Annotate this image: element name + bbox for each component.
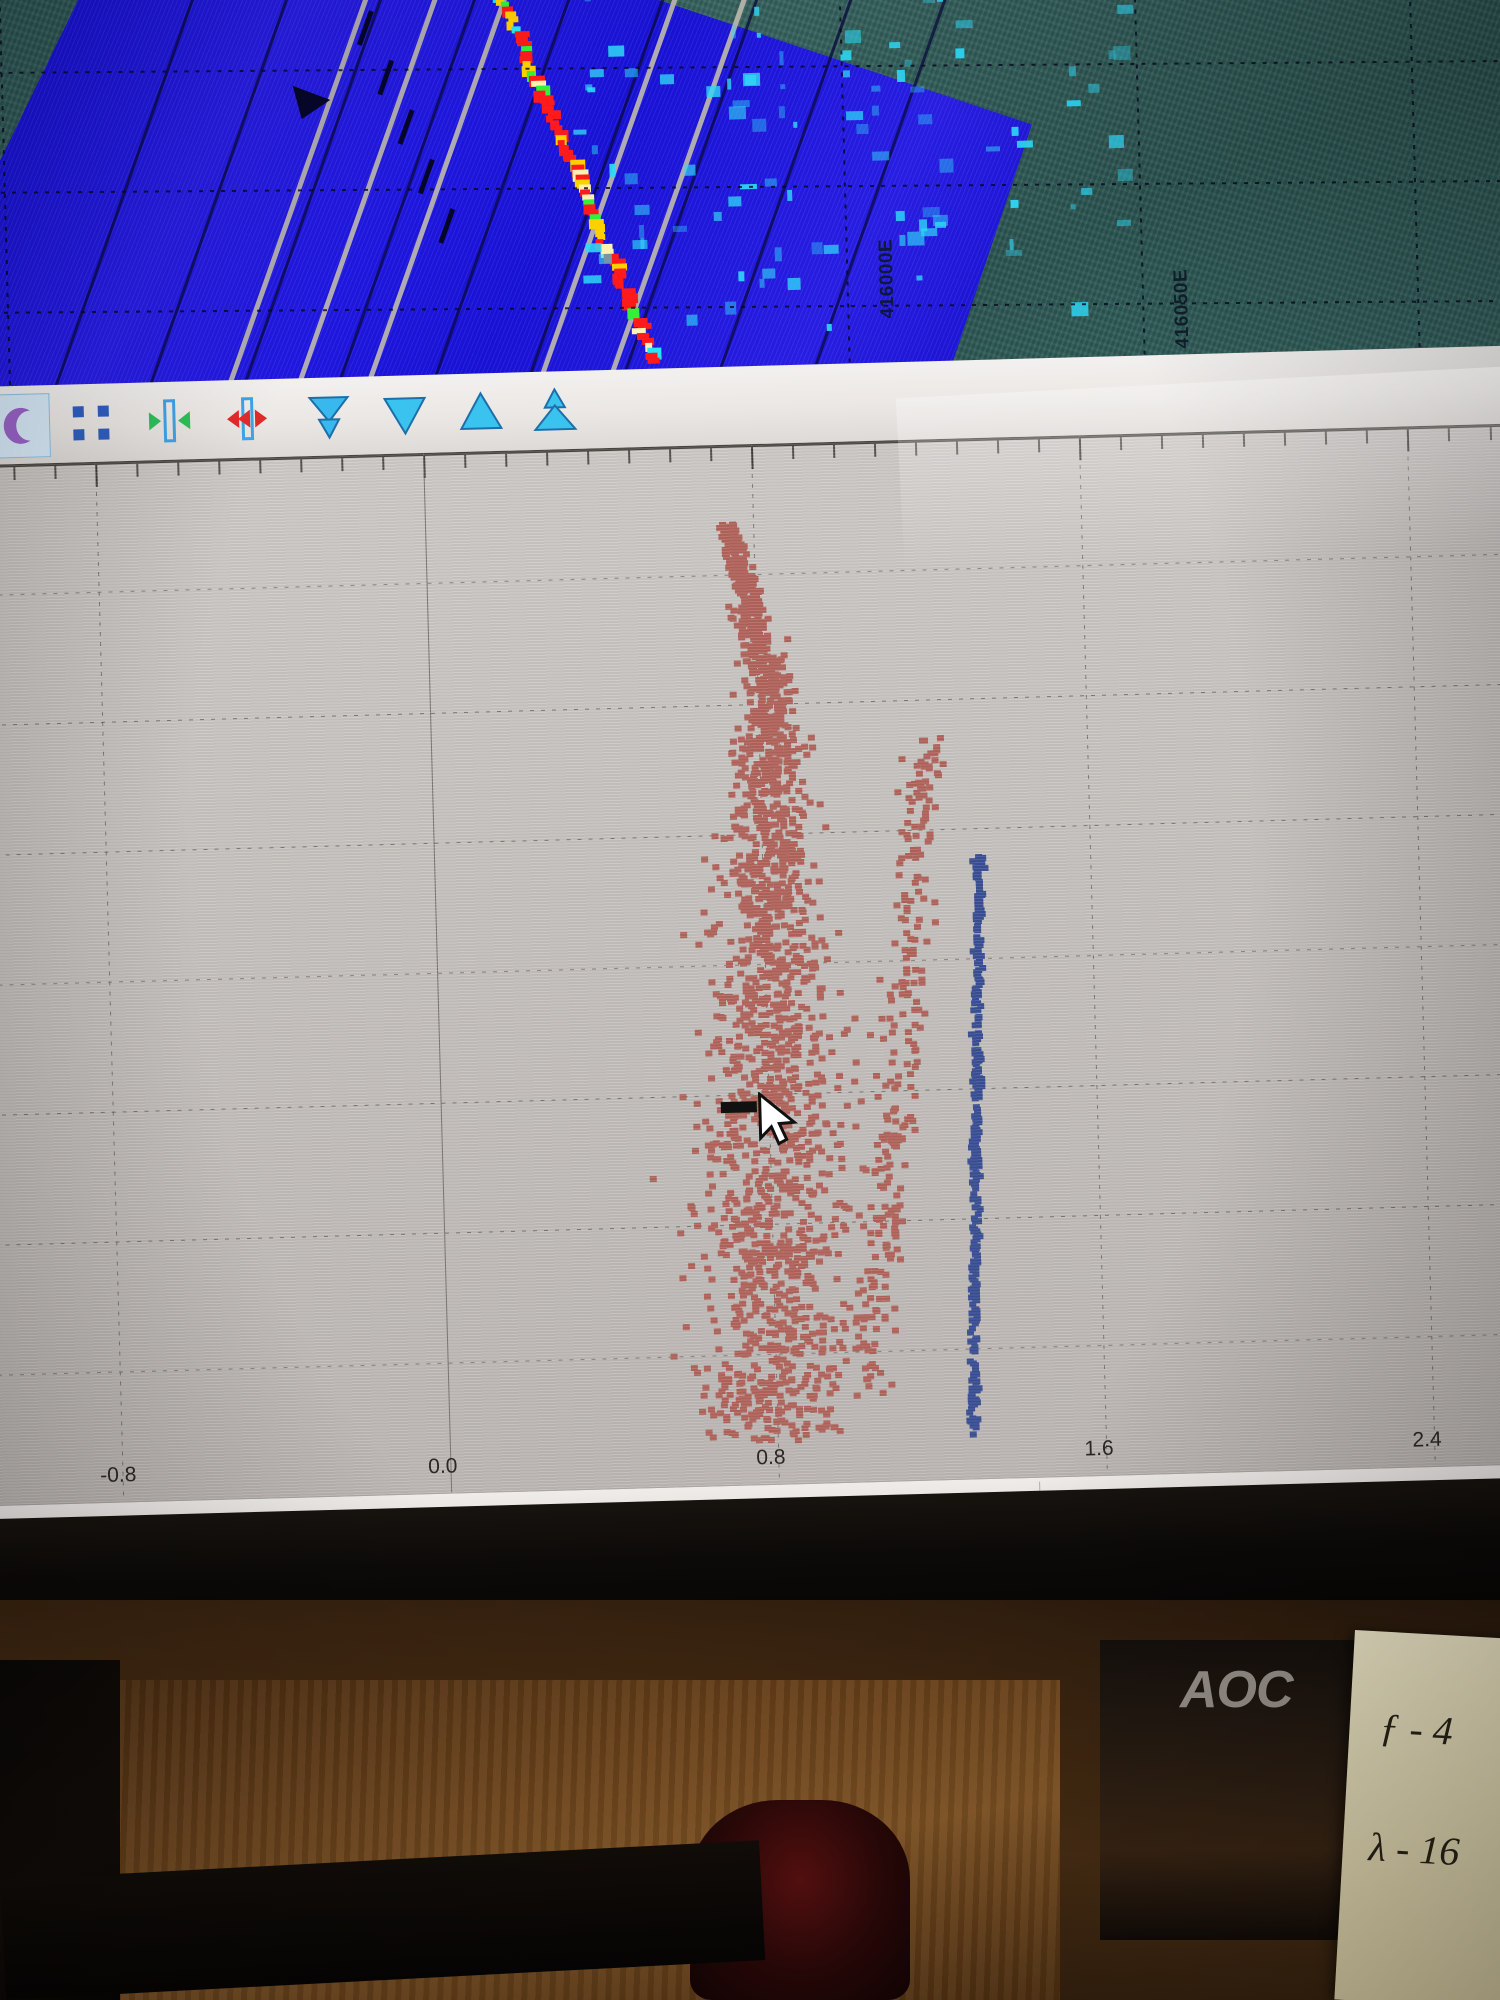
geo-label-416000E: 416000E xyxy=(875,238,899,319)
toolbar-button-contract-horizontal[interactable] xyxy=(215,387,279,451)
toolbar-button-recalculate[interactable] xyxy=(0,393,52,459)
note-line-2: λ - 16 xyxy=(1367,1824,1461,1875)
arrow-pointer-cursor-icon xyxy=(757,1090,799,1146)
geo-label-416050E: 416050E xyxy=(1170,268,1194,349)
crescent-c-icon xyxy=(3,407,31,444)
toolbar-button-move-down[interactable] xyxy=(373,383,437,447)
double-down-triangle-icon xyxy=(307,395,350,440)
toolbar-button-fit-extents[interactable] xyxy=(59,391,123,455)
toolbar[interactable] xyxy=(0,344,1500,467)
toolbar-button-expand-horizontal[interactable] xyxy=(137,389,201,453)
monitor-screen: 415850E 416000E 416050E xyxy=(0,0,1500,1652)
mouse-cursor xyxy=(720,1090,803,1152)
four-corners-icon xyxy=(72,405,110,441)
scatter-plot[interactable]: -0.8 0.0 0.8 1.6 2.4 xyxy=(0,422,1500,1506)
aoc-brand-logo: AOC xyxy=(1180,1661,1294,1719)
toolbar-button-move-bottom[interactable] xyxy=(297,385,361,449)
up-triangle-icon xyxy=(459,391,504,430)
contract-horizontal-icon xyxy=(227,397,268,441)
down-triangle-icon xyxy=(382,396,427,436)
double-up-triangle-icon xyxy=(533,387,578,432)
cursor-crosshair-bar xyxy=(720,1101,757,1114)
toolbar-button-move-top[interactable] xyxy=(523,379,587,443)
sticky-note: ƒ - 4 λ - 16 xyxy=(1334,1630,1500,2000)
toolbar-button-move-up[interactable] xyxy=(449,381,513,445)
note-line-1: ƒ - 4 xyxy=(1378,1704,1455,1754)
expand-horizontal-icon xyxy=(148,399,191,443)
radargram-panel[interactable]: 415850E 416000E 416050E xyxy=(0,0,1500,392)
